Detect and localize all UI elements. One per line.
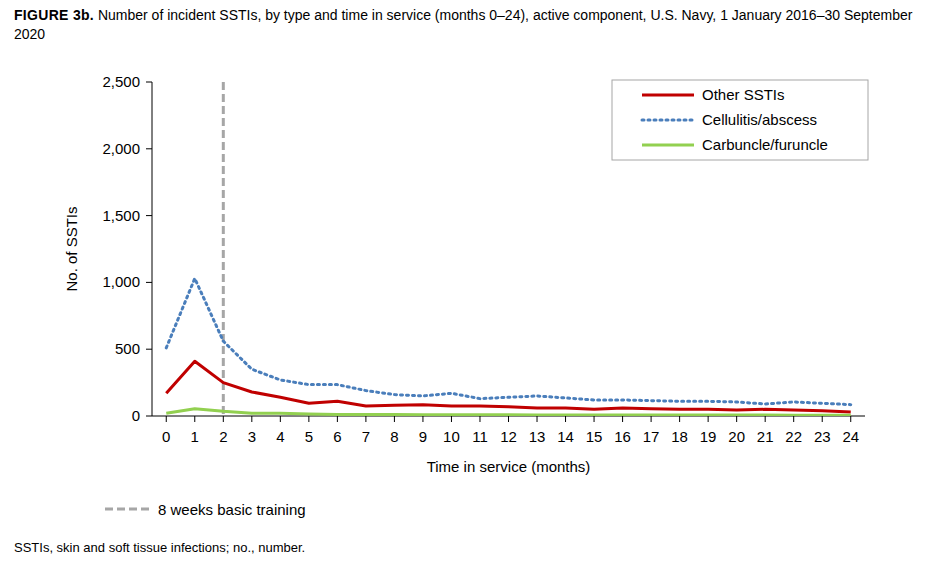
x-tick-label: 5 [305,428,313,445]
series-line [166,278,850,404]
x-tick-label: 4 [276,428,284,445]
title-label: FIGURE 3b. [14,7,94,23]
x-tick [280,416,281,422]
x-tick-label: 9 [419,428,427,445]
x-tick-label: 14 [557,428,574,445]
x-tick-label: 3 [248,428,256,445]
x-tick-label: 18 [671,428,688,445]
x-tick [765,416,766,422]
x-tick [308,416,309,422]
x-tick-label: 1 [191,428,199,445]
y-tick [146,282,152,283]
annotation-swatch [105,508,150,511]
y-tick-label: 0 [132,407,140,424]
x-tick [537,416,538,422]
x-tick-label: 20 [728,428,745,445]
x-tick [708,416,709,422]
legend-swatch [642,144,694,147]
y-axis-label: No. of SSTIs [63,206,80,291]
y-tick [146,416,152,417]
y-tick-label: 500 [115,340,140,357]
footnote: SSTIs, skin and soft tissue infections; … [14,540,305,555]
series-line [166,409,850,416]
legend-swatch [642,94,694,97]
y-tick [146,82,152,83]
x-tick [679,416,680,422]
x-tick [337,416,338,422]
x-tick [251,416,252,422]
y-tick-label: 1,000 [102,273,140,290]
x-tick [365,416,366,422]
x-tick-label: 7 [362,428,370,445]
legend-box [612,80,868,160]
x-tick [479,416,480,422]
x-tick-label: 2 [219,428,227,445]
legend-label: Carbuncle/furuncle [702,136,828,153]
x-tick [822,416,823,422]
x-tick-label: 10 [443,428,460,445]
series-line [166,361,850,412]
x-axis-label: Time in service (months) [427,458,591,475]
y-tick-label: 2,500 [102,73,140,90]
subtitle: Number of incident SSTIs, by type and ti… [14,7,912,42]
x-tick-label: 15 [586,428,603,445]
x-tick-label: 11 [472,428,488,445]
x-tick [850,416,851,422]
x-tick-label: 24 [842,428,859,445]
annotation-label: 8 weeks basic training [158,501,306,518]
x-tick-label: 16 [614,428,631,445]
x-tick-label: 13 [529,428,546,445]
x-tick [565,416,566,422]
x-tick [651,416,652,422]
x-tick [451,416,452,422]
x-tick [793,416,794,422]
chart: 05001,0001,5002,0002,5000123456789101112… [0,0,944,565]
x-tick-label: 12 [500,428,517,445]
title: FIGURE 3b. Number of incident SSTIs, by … [14,6,934,44]
x-tick-label: 23 [814,428,831,445]
x-tick [223,416,224,422]
x-tick [194,416,195,422]
y-tick-label: 1,500 [102,207,140,224]
annotation-line [222,82,225,416]
y-tick [146,148,152,149]
x-tick-label: 0 [162,428,170,445]
x-tick [394,416,395,422]
x-tick [422,416,423,422]
x-tick-label: 21 [757,428,774,445]
y-tick [146,215,152,216]
legend-swatch [642,119,694,122]
y-tick-label: 2,000 [102,140,140,157]
x-tick-label: 17 [643,428,660,445]
x-tick-label: 22 [785,428,802,445]
legend-label: Cellulitis/abscess [702,111,817,128]
x-tick [622,416,623,422]
x-tick-label: 19 [700,428,717,445]
x-tick-label: 6 [333,428,341,445]
y-axis [152,82,153,416]
x-tick [736,416,737,422]
x-tick-label: 8 [390,428,398,445]
x-tick [166,416,167,422]
y-tick [146,349,152,350]
x-tick [594,416,595,422]
x-tick [508,416,509,422]
legend-label: Other SSTIs [702,86,785,103]
